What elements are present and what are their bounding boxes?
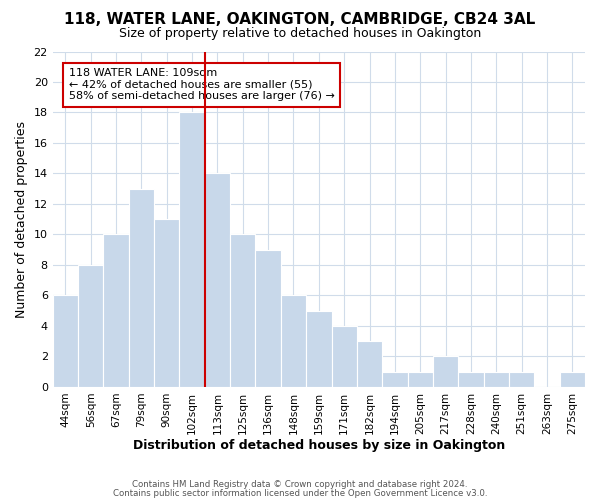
Bar xyxy=(103,234,129,387)
Bar xyxy=(433,356,458,387)
Text: Contains public sector information licensed under the Open Government Licence v3: Contains public sector information licen… xyxy=(113,489,487,498)
Y-axis label: Number of detached properties: Number of detached properties xyxy=(15,120,28,318)
Bar xyxy=(560,372,585,387)
Bar xyxy=(509,372,535,387)
Bar xyxy=(53,296,78,387)
Bar xyxy=(407,372,433,387)
Bar xyxy=(179,112,205,387)
Bar xyxy=(382,372,407,387)
Bar xyxy=(78,265,103,387)
Bar xyxy=(281,296,306,387)
Text: 118 WATER LANE: 109sqm
← 42% of detached houses are smaller (55)
58% of semi-det: 118 WATER LANE: 109sqm ← 42% of detached… xyxy=(68,68,335,102)
Bar xyxy=(357,341,382,387)
Text: Contains HM Land Registry data © Crown copyright and database right 2024.: Contains HM Land Registry data © Crown c… xyxy=(132,480,468,489)
Bar xyxy=(458,372,484,387)
Bar xyxy=(256,250,281,387)
Bar xyxy=(230,234,256,387)
Bar xyxy=(129,188,154,387)
Bar xyxy=(205,174,230,387)
Text: Size of property relative to detached houses in Oakington: Size of property relative to detached ho… xyxy=(119,28,481,40)
Bar xyxy=(154,219,179,387)
Bar xyxy=(484,372,509,387)
X-axis label: Distribution of detached houses by size in Oakington: Distribution of detached houses by size … xyxy=(133,440,505,452)
Text: 118, WATER LANE, OAKINGTON, CAMBRIDGE, CB24 3AL: 118, WATER LANE, OAKINGTON, CAMBRIDGE, C… xyxy=(64,12,536,28)
Bar xyxy=(332,326,357,387)
Bar xyxy=(306,310,332,387)
